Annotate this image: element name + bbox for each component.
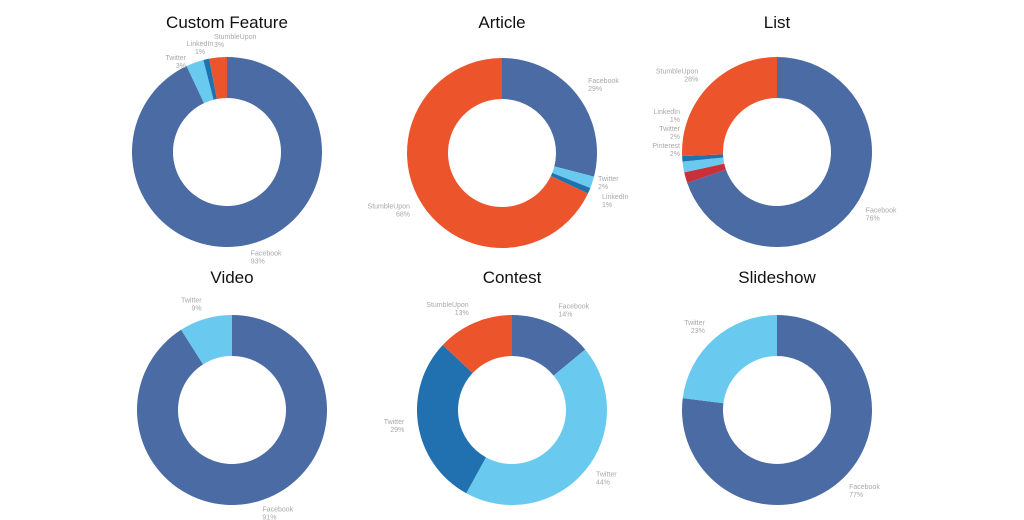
chart-title: Slideshow — [738, 268, 816, 287]
slice-value-label: 2% — [598, 184, 608, 191]
donut-slice-facebook — [512, 315, 586, 376]
slice-label: StumbleUpon — [656, 69, 699, 76]
slice-label: LinkedIn — [187, 41, 214, 48]
donut-slice-facebook — [502, 58, 597, 177]
slice-label: StumbleUpon — [368, 203, 411, 210]
slice-label: Facebook — [588, 78, 619, 85]
slice-label: Facebook — [866, 207, 897, 214]
slice-label: Facebook — [262, 507, 293, 514]
slice-value-label: 76% — [866, 215, 880, 222]
donut-slice-linkedin — [203, 58, 217, 100]
donut-slice-twitter — [466, 349, 607, 506]
slice-value-label: 13% — [455, 310, 469, 317]
slice-value-label: 68% — [396, 211, 410, 218]
chart-title: List — [764, 13, 791, 32]
slice-label: Twitter — [384, 419, 405, 426]
slice-value-label: 1% — [195, 49, 205, 56]
slice-label: Twitter — [659, 126, 680, 133]
donut-slice-twitter — [682, 315, 777, 404]
slice-label: Pinterest — [652, 143, 680, 150]
donut-slice-facebook — [131, 57, 322, 247]
slice-label: Twitter — [165, 55, 186, 62]
slice-value-label: 1% — [602, 202, 612, 209]
slice-label: Facebook — [849, 484, 880, 491]
slice-value-label: 3% — [176, 63, 186, 70]
slice-value-label: 77% — [849, 492, 863, 499]
slice-value-label: 3% — [214, 42, 224, 49]
chart-title: Custom Feature — [166, 13, 288, 32]
slice-label: LinkedIn — [654, 109, 681, 116]
chart-title: Article — [478, 13, 525, 32]
slice-label: StumbleUpon — [426, 302, 469, 309]
slice-value-label: 14% — [558, 311, 572, 318]
donut-slice-twitter — [417, 344, 486, 494]
donut-slice-twitter — [181, 315, 232, 365]
chart-title: Contest — [483, 268, 542, 287]
donut-slice-twitter — [186, 59, 214, 104]
slice-label: Twitter — [684, 320, 705, 327]
donut-slice-stumbleupon — [407, 58, 588, 248]
slice-value-label: 44% — [596, 479, 610, 486]
donut-slice-facebook — [136, 315, 327, 505]
donut-slice-stumbleupon — [209, 57, 227, 99]
slice-label: Twitter — [181, 297, 202, 304]
donut-slice-pinterest — [684, 163, 726, 183]
slice-value-label: 28% — [684, 77, 698, 84]
slice-value-label: 9% — [191, 305, 201, 312]
chart-title: Video — [210, 268, 253, 287]
slice-label: Facebook — [251, 250, 282, 257]
donut-slice-linkedin — [682, 154, 724, 162]
donut-slice-linkedin — [550, 172, 591, 194]
slice-value-label: 1% — [670, 117, 680, 124]
donut-slice-facebook — [682, 315, 872, 506]
slice-value-label: 29% — [588, 86, 602, 93]
slice-value-label: 29% — [390, 427, 404, 434]
slice-value-label: 23% — [691, 328, 705, 335]
donut-slice-stumbleupon — [681, 57, 777, 157]
slice-label: LinkedIn — [602, 194, 629, 201]
slice-value-label: 91% — [262, 515, 276, 520]
slice-value-label: 2% — [670, 151, 680, 158]
donut-slice-twitter — [682, 157, 725, 173]
slice-value-label: 2% — [670, 134, 680, 141]
slice-label: StumbleUpon — [214, 34, 257, 41]
donut-slice-facebook — [687, 57, 873, 247]
slice-label: Facebook — [558, 303, 589, 310]
donut-slice-stumbleupon — [442, 315, 512, 374]
slice-label: Twitter — [596, 471, 617, 478]
slice-label: Twitter — [598, 176, 619, 183]
slice-value-label: 93% — [251, 258, 265, 265]
donut-slice-twitter — [552, 166, 595, 188]
